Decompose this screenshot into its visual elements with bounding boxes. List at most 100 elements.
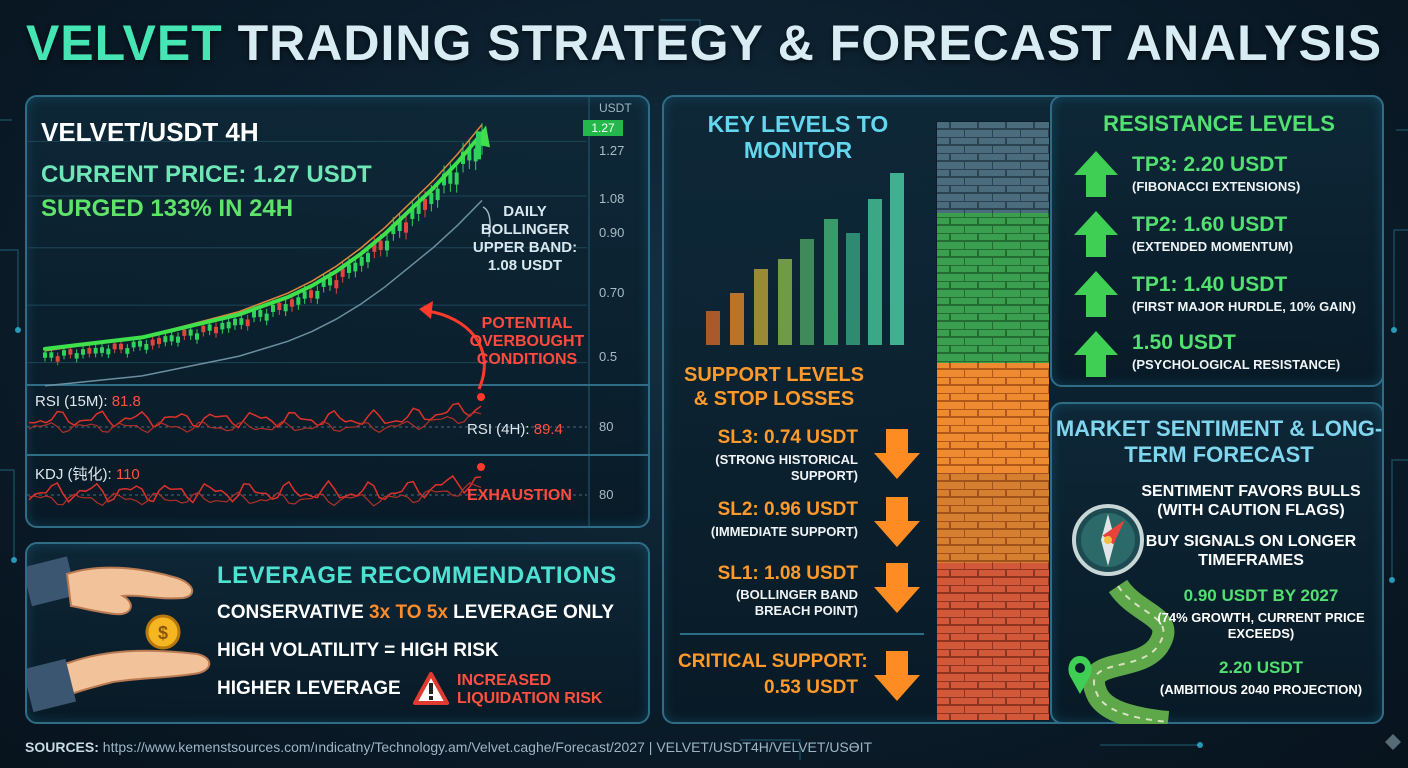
hands-coin-icon: $ bbox=[27, 556, 211, 713]
candle bbox=[106, 348, 111, 355]
kdj-marker bbox=[477, 463, 485, 471]
candle bbox=[258, 309, 263, 317]
candle bbox=[49, 352, 54, 358]
sentiment-title: MARKET SENTIMENT & LONG-TERM FORECAST bbox=[1055, 416, 1383, 467]
support-name: SL3: 0.74 USDT bbox=[717, 427, 858, 448]
price-chart bbox=[27, 97, 648, 526]
warning-icon bbox=[413, 672, 449, 705]
candle bbox=[302, 291, 307, 299]
liquidation-warning: INCREASED LIQUIDATION RISK bbox=[457, 672, 602, 708]
candle bbox=[353, 262, 358, 272]
last-candle bbox=[476, 131, 481, 160]
resistance-name: TP2: 1.60 USDT bbox=[1132, 213, 1288, 236]
kdj-value: 110 bbox=[115, 466, 140, 483]
support-name: SL2: 0.96 USDT bbox=[717, 499, 858, 520]
rising-bars-graphic bbox=[706, 173, 904, 345]
y-tick-label: 1.27 bbox=[599, 143, 625, 158]
candles-group bbox=[43, 123, 484, 366]
candle bbox=[372, 242, 377, 252]
candle bbox=[340, 268, 345, 277]
candle bbox=[423, 198, 427, 210]
candle bbox=[43, 352, 47, 358]
resistance-name: 1.50 USDT bbox=[1132, 331, 1236, 354]
key-levels-title: KEY LEVELS TO MONITOR bbox=[707, 111, 889, 163]
leverage-line-2: HIGH VOLATILITY = HIGH RISK bbox=[217, 640, 499, 661]
candle bbox=[328, 277, 332, 286]
candle bbox=[391, 224, 396, 235]
band-upper bbox=[44, 124, 483, 352]
up-arrow-icon bbox=[1074, 331, 1118, 377]
candle bbox=[150, 339, 155, 346]
up-arrow-icon bbox=[1074, 211, 1118, 257]
leverage-line-1: CONSERVATIVE 3x TO 5x LEVERAGE ONLY bbox=[217, 602, 614, 624]
bollinger-pointer bbox=[482, 206, 491, 238]
candle bbox=[359, 256, 364, 266]
candle bbox=[467, 147, 472, 161]
support-name: SL1: 1.08 USDT bbox=[717, 563, 858, 584]
candle bbox=[245, 319, 250, 327]
support-note: (STRONG HISTORICAL SUPPORT) bbox=[715, 452, 858, 483]
candle bbox=[112, 343, 117, 350]
brick-tower bbox=[936, 121, 1050, 721]
rsi-15m-line bbox=[28, 402, 482, 429]
candle bbox=[435, 188, 440, 201]
candle bbox=[138, 340, 142, 347]
sentiment-panel: MARKET SENTIMENT & LONG-TERM FORECAST SE… bbox=[1050, 402, 1384, 724]
liquidation-warning-b: LIQUIDATION RISK bbox=[457, 690, 603, 707]
compass-road-graphic bbox=[1068, 504, 1175, 724]
down-arrow-icon bbox=[874, 497, 920, 547]
forecast-2027-note: (74% GROWTH, CURRENT PRICE EXCEEDS) bbox=[1157, 610, 1365, 641]
candle bbox=[188, 329, 193, 336]
candle bbox=[169, 335, 174, 342]
candle bbox=[264, 313, 269, 321]
support-note: (BOLLINGER BAND BREACH POINT) bbox=[735, 587, 858, 618]
kdj-tick-label: 80 bbox=[599, 487, 614, 502]
title-rest: TRADING STRATEGY & FORECAST ANALYSIS bbox=[237, 15, 1383, 71]
up-arrow-icon bbox=[1074, 151, 1118, 197]
compass-icon bbox=[1072, 504, 1144, 576]
support-title: SUPPORT LEVELS & STOP LOSSES bbox=[683, 364, 865, 410]
svg-text:$: $ bbox=[158, 623, 168, 643]
candle bbox=[378, 240, 383, 250]
down-arrows bbox=[874, 429, 920, 701]
current-price: CURRENT PRICE: 1.27 USDT bbox=[41, 161, 372, 188]
indicator-lines bbox=[28, 393, 485, 507]
critical-support-value: 0.53 USDT bbox=[764, 677, 858, 698]
chart-grid bbox=[27, 97, 648, 526]
overbought-arrow-line bbox=[426, 309, 486, 390]
candle bbox=[81, 349, 85, 355]
candle bbox=[296, 297, 301, 305]
candle bbox=[347, 264, 351, 273]
candle bbox=[309, 290, 313, 298]
candle bbox=[93, 347, 98, 354]
down-arrow-icon bbox=[874, 651, 920, 701]
candle bbox=[176, 336, 180, 343]
candle bbox=[454, 172, 459, 185]
rsi-tick-label: 80 bbox=[599, 419, 614, 434]
exhaustion-label: EXHAUSTION bbox=[467, 487, 572, 504]
candle bbox=[385, 240, 389, 251]
leverage-line-3: HIGHER LEVERAGE bbox=[217, 678, 401, 699]
chart-pair-title: VELVET/USDT 4H bbox=[41, 117, 259, 147]
resistance-note: (EXTENDED MOMENTUM) bbox=[1132, 239, 1294, 254]
candle bbox=[144, 343, 149, 350]
sources-text: https://www.kemenstsources.com/ındicatny… bbox=[98, 739, 873, 755]
candle bbox=[62, 350, 66, 356]
kdj-line bbox=[28, 474, 482, 504]
resistance-name: TP1: 1.40 USDT bbox=[1132, 273, 1288, 296]
overbought-arrow bbox=[419, 206, 491, 390]
sentiment-line-1: SENTIMENT FAVORS BULLS (WITH CAUTION FLA… bbox=[1141, 483, 1361, 519]
support-divider bbox=[680, 633, 924, 635]
candle bbox=[410, 208, 415, 219]
candle bbox=[404, 222, 408, 233]
candle bbox=[429, 192, 434, 204]
band-lower bbox=[44, 199, 483, 387]
candle bbox=[233, 318, 237, 326]
resistance-name: TP3: 2.20 USDT bbox=[1132, 153, 1288, 176]
kdj-text: KDJ (钝化): bbox=[35, 466, 116, 483]
candle bbox=[131, 341, 136, 348]
candle bbox=[55, 356, 60, 362]
kdj-signal-line bbox=[28, 482, 482, 507]
forecast-2027: 0.90 USDT BY 2027 bbox=[1183, 586, 1339, 605]
kdj-label: KDJ (钝化): 110 bbox=[35, 463, 140, 484]
